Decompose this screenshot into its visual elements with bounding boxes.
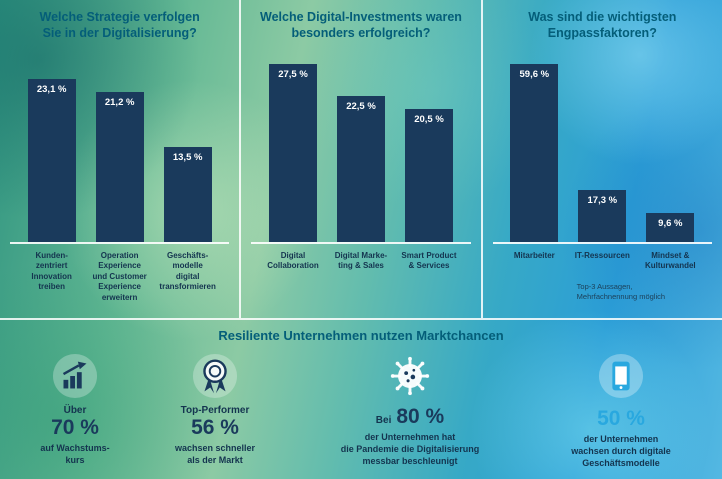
bar-value-label: 22,5 % [346, 101, 376, 112]
smartphone-icon [598, 353, 644, 399]
award-icon [192, 353, 238, 399]
vertical-divider [480, 0, 483, 318]
bar: 21,2 % [95, 92, 144, 242]
stat-caption: wachsen schneller als der Markt [174, 443, 256, 466]
bar-value-label: 59,6 % [519, 69, 550, 80]
chart-engpassfaktoren: Was sind die wichtigsten Engpassfaktoren… [483, 0, 722, 318]
bar-value-label: 17,3 % [587, 195, 618, 206]
bar-category-label: Geschäfts- modelle digital transformiere… [159, 251, 216, 292]
bar-column: 17,3 % [570, 190, 634, 242]
bar: 59,6 % [510, 64, 559, 242]
bar-category-label: Digital Marke- ting & Sales [334, 251, 388, 271]
growth-chart-icon [52, 353, 98, 399]
bar: 9,6 % [646, 213, 695, 242]
bars-area: 27,5 % 22,5 % 20,5 % [241, 46, 480, 242]
stat-caption: der Unternehmen wachsen durch digitale G… [571, 434, 671, 469]
chart-title: Welche Digital-Investments waren besonde… [260, 10, 462, 40]
stat-item-pandemie: Bei 80 % der Unternehmen hat die Pandemi… [290, 353, 530, 470]
bar-category-label: Digital Collaboration [267, 251, 319, 271]
virus-icon [387, 353, 433, 399]
chart-title: Was sind die wichtigsten Engpassfaktoren… [528, 10, 677, 40]
stat-lead: Bei [375, 415, 392, 426]
bar: 22,5 % [336, 96, 385, 242]
bar: 20,5 % [404, 109, 453, 242]
bar-value-label: 23,1 % [36, 84, 67, 95]
stat-caption: auf Wachstums- kurs [40, 443, 110, 466]
bars-area: 59,6 % 17,3 % 9,6 % [483, 46, 722, 242]
stat-number: 80 % [396, 405, 445, 428]
bar-value-label: 21,2 % [104, 97, 135, 108]
bar-category-label: IT-Ressourcen [574, 251, 630, 260]
bar-column: 23,1 % [20, 79, 84, 242]
axis-baseline [251, 242, 471, 244]
bar-column: 22,5 % [329, 96, 393, 242]
stats-items: Über 70 % auf Wachstums- kurs Top-Perfor… [0, 353, 722, 470]
bar: 23,1 % [27, 79, 76, 242]
bar: 13,5 % [163, 147, 212, 242]
axis-baseline [10, 242, 230, 244]
bars-area: 23,1 % 21,2 % 13,5 % [0, 46, 239, 242]
bar-category-label: Smart Product & Services [401, 251, 457, 271]
bar-category-label: Mindset & Kulturwandel [644, 251, 696, 271]
stat-item-top-performer: Top-Performer 56 % wachsen schneller als… [140, 353, 290, 470]
chart-footnote: Top-3 Aussagen, Mehrfachnennung möglich [576, 281, 666, 301]
bar-column: 13,5 % [156, 147, 220, 242]
bar-column: 59,6 % [502, 64, 566, 242]
stat-lead: Über [63, 405, 87, 416]
stat-lead: Top-Performer [180, 405, 250, 416]
bar: 17,3 % [578, 190, 627, 242]
stat-caption: der Unternehmen hat die Pandemie die Dig… [340, 432, 480, 467]
bar-column: 27,5 % [261, 64, 325, 242]
stat-number: 70 % [51, 416, 99, 439]
vertical-divider [239, 0, 242, 318]
stat-number: 50 % [597, 407, 645, 430]
bar-value-label: 13,5 % [172, 152, 203, 163]
category-labels: Kunden- zentriert Innovation treiben Ope… [0, 251, 239, 303]
axis-baseline [492, 242, 712, 244]
chart-strategie: Welche Strategie verfolgen Sie in der Di… [0, 0, 239, 318]
bar: 27,5 % [268, 64, 317, 242]
horizontal-divider [0, 318, 722, 320]
stat-item-digitale-geschaeftsmodelle: 50 % der Unternehmen wachsen durch digit… [530, 353, 712, 470]
category-labels: Digital Collaboration Digital Marke- tin… [241, 251, 480, 272]
charts-section: Welche Strategie verfolgen Sie in der Di… [0, 0, 722, 318]
stat-item-wachstum: Über 70 % auf Wachstums- kurs [10, 353, 140, 470]
bar-category-label: Operation Experience und Customer Experi… [92, 251, 147, 302]
bar-category-label: Kunden- zentriert Innovation treiben [31, 251, 72, 292]
stats-title: Resiliente Unternehmen nutzen Marktchanc… [218, 328, 504, 343]
bar-column: 9,6 % [638, 213, 702, 242]
bar-value-label: 20,5 % [414, 114, 444, 125]
bar-column: 21,2 % [88, 92, 152, 242]
stat-number-line: Bei 80 % [376, 405, 444, 429]
bar-column: 20,5 % [397, 109, 461, 242]
chart-digital-investments: Welche Digital-Investments waren besonde… [241, 0, 480, 318]
chart-title: Welche Strategie verfolgen Sie in der Di… [39, 10, 200, 40]
bar-value-label: 9,6 % [658, 218, 683, 229]
category-labels: Mitarbeiter IT-Ressourcen Mindset & Kult… [483, 251, 722, 272]
bar-value-label: 27,5 % [278, 69, 308, 80]
bar-category-label: Mitarbeiter [513, 251, 555, 260]
stat-number: 56 % [191, 416, 239, 439]
stats-section: Resiliente Unternehmen nutzen Marktchanc… [0, 320, 722, 479]
